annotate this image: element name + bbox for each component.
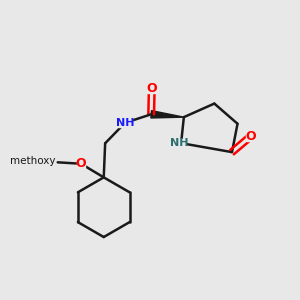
Text: O: O: [146, 82, 157, 95]
Text: O: O: [245, 130, 256, 143]
Bar: [148, 85, 156, 93]
Bar: [118, 118, 132, 128]
Text: NH: NH: [116, 118, 134, 128]
Text: O: O: [76, 157, 86, 170]
Bar: [170, 139, 185, 148]
Bar: [246, 132, 255, 141]
Polygon shape: [151, 111, 184, 118]
Bar: [77, 160, 85, 168]
Text: NH: NH: [169, 138, 188, 148]
Text: methoxy: methoxy: [10, 156, 56, 166]
